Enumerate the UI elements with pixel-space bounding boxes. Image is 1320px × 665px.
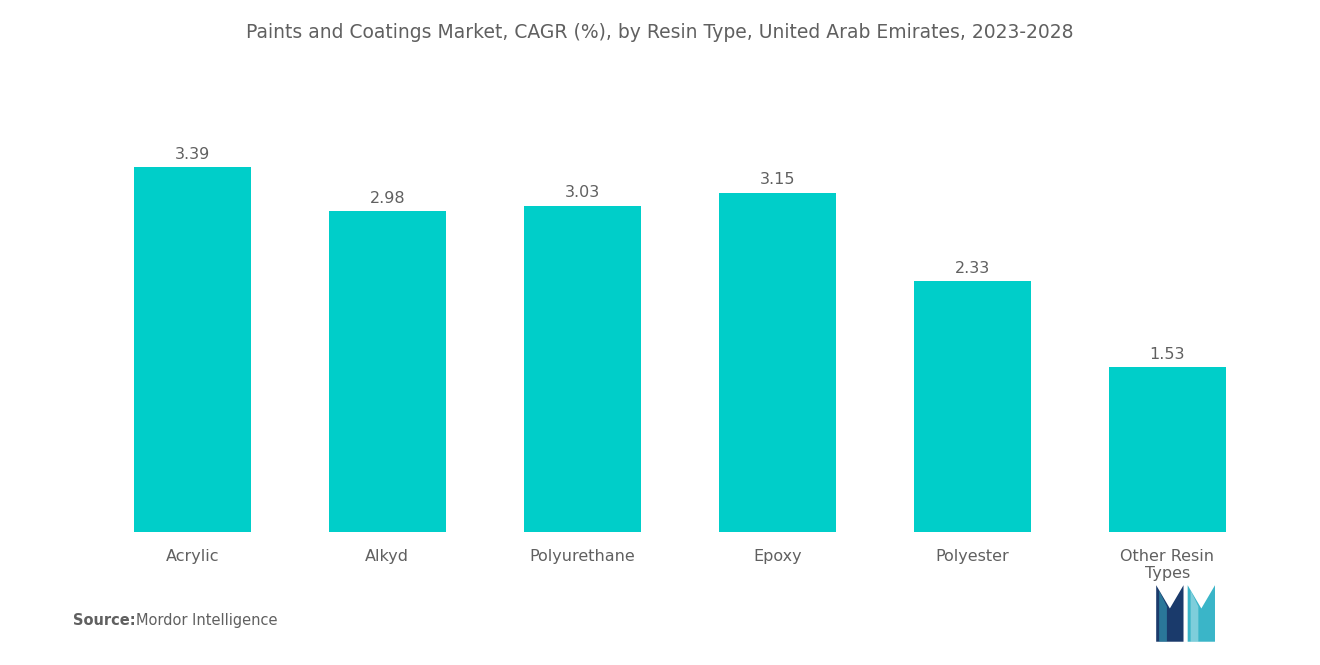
Bar [913, 281, 1031, 532]
Text: 1.53: 1.53 [1150, 347, 1185, 362]
Bar [524, 205, 640, 532]
Text: Mordor Intelligence: Mordor Intelligence [136, 613, 277, 628]
Text: 3.39: 3.39 [174, 146, 210, 162]
Bar [1109, 367, 1226, 532]
Text: 3.03: 3.03 [565, 186, 599, 200]
Text: Source:: Source: [73, 613, 135, 628]
Text: 2.33: 2.33 [954, 261, 990, 276]
Bar [133, 167, 251, 532]
Text: 2.98: 2.98 [370, 191, 405, 205]
Bar [329, 211, 446, 532]
Bar [719, 193, 836, 532]
Text: 3.15: 3.15 [759, 172, 795, 188]
Text: Paints and Coatings Market, CAGR (%), by Resin Type, United Arab Emirates, 2023-: Paints and Coatings Market, CAGR (%), by… [247, 23, 1073, 43]
